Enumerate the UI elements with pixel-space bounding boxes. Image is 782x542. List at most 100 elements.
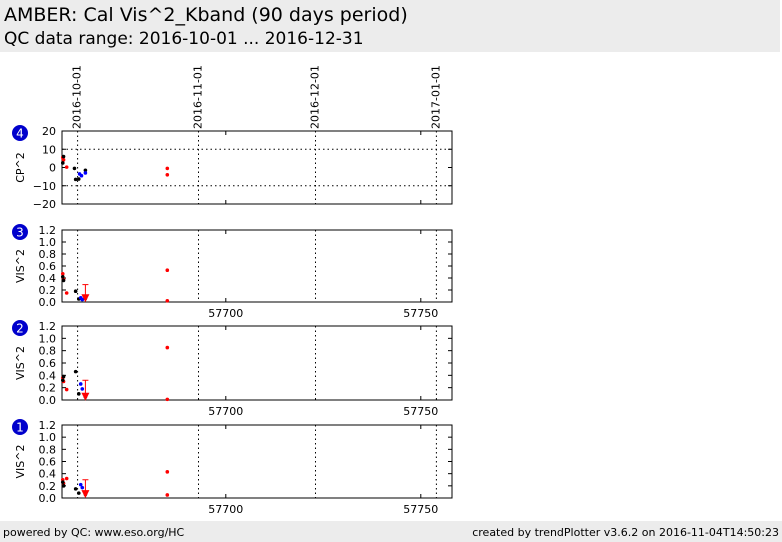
report-footer: powered by QC: www.eso.org/HC created by… xyxy=(0,521,782,542)
x-tick-label: 57750 xyxy=(403,405,438,418)
data-point xyxy=(73,369,78,374)
y-tick-label: 10 xyxy=(42,143,56,156)
data-point xyxy=(78,482,83,487)
plot-frame xyxy=(61,325,453,401)
y-tick-label: −20 xyxy=(33,198,56,211)
data-point xyxy=(165,299,170,303)
y-tick-label: 0.8 xyxy=(39,345,57,358)
y-tick-label: 1.2 xyxy=(39,419,57,432)
date-marker-label: 2016-11-01 xyxy=(192,65,205,129)
y-tick-label: 0.2 xyxy=(39,382,57,395)
x-tick-label: 57700 xyxy=(208,503,243,516)
panel-number-badge xyxy=(12,224,28,240)
panel-number: 1 xyxy=(16,421,24,435)
y-tick-label: 0.6 xyxy=(39,357,57,370)
data-point xyxy=(60,161,65,165)
date-marker-label: 2016-12-01 xyxy=(309,65,322,129)
y-tick-label: 0.0 xyxy=(39,296,57,309)
data-point xyxy=(83,168,88,173)
data-point xyxy=(61,374,66,379)
y-tick-label: 1.0 xyxy=(39,332,57,345)
data-point xyxy=(64,165,69,169)
y-axis-label: CP^2 xyxy=(14,152,27,183)
y-axis-label: VIS^2 xyxy=(14,445,27,479)
data-point xyxy=(80,387,85,391)
y-tick-label: 0.4 xyxy=(39,468,57,481)
data-point xyxy=(61,158,66,162)
y-tick-label: 0.6 xyxy=(39,260,57,273)
data-point xyxy=(76,177,81,181)
data-point xyxy=(165,345,170,350)
data-point xyxy=(73,177,78,182)
limit-arrow xyxy=(81,490,90,499)
data-point xyxy=(80,485,85,490)
data-point xyxy=(79,173,84,178)
y-tick-label: 0.2 xyxy=(39,480,57,493)
panel-number: 4 xyxy=(16,127,24,141)
report-title: AMBER: Cal Vis^2_Kband (90 days period) xyxy=(4,4,408,26)
x-tick-label: 57700 xyxy=(208,307,243,320)
panel-number-badge xyxy=(12,419,28,435)
data-point xyxy=(83,171,88,175)
data-point xyxy=(61,154,66,159)
report-header: AMBER: Cal Vis^2_Kband (90 days period) … xyxy=(0,0,780,52)
limit-arrow xyxy=(81,392,90,401)
y-tick-label: 0.0 xyxy=(39,394,57,407)
panel-number-badge xyxy=(12,320,28,336)
data-point xyxy=(60,480,65,484)
date-marker-label: 2016-10-01 xyxy=(71,65,84,129)
y-tick-label: 1.2 xyxy=(39,224,57,237)
data-point xyxy=(165,470,170,474)
data-point xyxy=(61,484,66,488)
data-point xyxy=(64,291,69,295)
y-tick-label: 0.6 xyxy=(39,456,57,469)
data-point xyxy=(61,278,66,283)
data-point xyxy=(78,382,83,386)
created-by-text: created by trendPlotter v3.6.2 on 2016-1… xyxy=(472,526,779,539)
y-tick-label: 0.2 xyxy=(39,284,57,297)
y-tick-label: 1.2 xyxy=(39,320,57,333)
data-point xyxy=(60,275,65,279)
plot-frame xyxy=(61,424,453,499)
plot-frame xyxy=(61,130,453,205)
y-tick-label: 0.4 xyxy=(39,369,57,382)
y-axis-label: VIS^2 xyxy=(14,249,27,283)
y-axis-label: VIS^2 xyxy=(14,346,27,380)
limit-arrow xyxy=(81,294,90,303)
x-tick-label: 57750 xyxy=(403,307,438,320)
x-tick-label: 57750 xyxy=(403,503,438,516)
data-point xyxy=(165,397,170,402)
data-point xyxy=(73,289,78,294)
y-tick-label: 1.0 xyxy=(39,431,57,444)
powered-by-text: powered by QC: www.eso.org/HC xyxy=(3,526,185,539)
data-point xyxy=(165,166,170,171)
y-tick-label: 0.0 xyxy=(39,492,57,505)
data-point xyxy=(165,493,170,497)
data-point xyxy=(76,392,81,396)
data-point xyxy=(60,378,65,383)
y-tick-label: 0.8 xyxy=(39,443,57,456)
panel-number-badge xyxy=(12,125,28,141)
y-tick-label: 0 xyxy=(49,162,56,175)
data-point xyxy=(165,173,170,177)
data-point xyxy=(60,272,65,276)
data-point xyxy=(165,268,170,273)
data-point xyxy=(80,297,85,302)
data-point xyxy=(64,387,69,392)
data-point xyxy=(73,487,78,491)
data-point xyxy=(72,166,77,171)
panel-number: 3 xyxy=(16,226,24,240)
qc-data-range: QC data range: 2016-10-01 ... 2016-12-31 xyxy=(4,29,364,49)
y-tick-label: 1.0 xyxy=(39,236,57,249)
y-tick-label: −10 xyxy=(33,180,56,193)
x-tick-label: 57700 xyxy=(208,405,243,418)
data-point xyxy=(64,476,69,481)
plot-frame xyxy=(61,229,453,303)
panel-number: 2 xyxy=(16,322,24,336)
y-tick-label: 0.4 xyxy=(39,272,57,285)
date-marker-label: 2017-01-01 xyxy=(429,65,442,129)
data-point xyxy=(76,491,81,495)
y-tick-label: 20 xyxy=(42,125,56,138)
y-tick-label: 0.8 xyxy=(39,248,57,261)
